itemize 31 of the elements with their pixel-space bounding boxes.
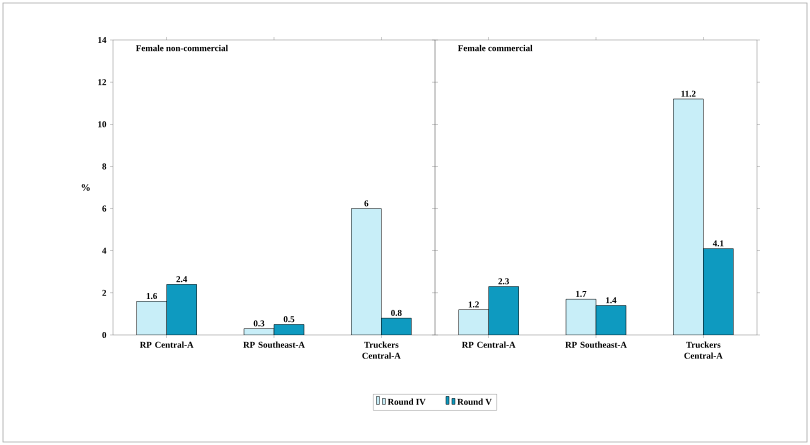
x-tick-label: Truckers Central-A — [684, 342, 723, 359]
x-tick-label: RP Central-A — [140, 342, 194, 348]
data-label: 1.7 — [576, 290, 586, 297]
y-tick-label: 12 — [98, 79, 106, 86]
data-label: 6 — [364, 200, 368, 206]
y-tick-label: 6 — [102, 206, 106, 212]
chart-title: Female commercial — [458, 44, 532, 52]
y-tick-label: 14 — [98, 37, 106, 43]
data-label: 1.4 — [606, 297, 616, 304]
data-label: 4.1 — [712, 240, 724, 246]
data-label: 1.6 — [146, 293, 158, 300]
data-label: 2.3 — [498, 278, 509, 284]
x-tick-label: RP Southeast-A — [243, 342, 305, 348]
legend-label: Round V — [457, 398, 492, 405]
y-tick-label: 8 — [102, 163, 106, 170]
data-label: 0.8 — [391, 310, 402, 316]
y-tick-label: 10 — [98, 121, 106, 128]
data-label: 0.3 — [254, 320, 264, 326]
data-label: 0.5 — [284, 316, 294, 322]
data-label: 11.2 — [681, 90, 696, 97]
chart-title: Female non-commercial — [136, 44, 228, 52]
y-tick-label: 4 — [102, 248, 106, 254]
legend-label: Round IV — [388, 398, 426, 405]
x-tick-label: RP Central-A — [462, 342, 516, 348]
y-tick-label: 2 — [102, 290, 106, 296]
x-tick-label: RP Southeast-A — [565, 342, 627, 348]
x-tick-label: Truckers Central-A — [362, 342, 401, 359]
data-label: 1.2 — [468, 301, 479, 308]
data-label: 2.4 — [176, 276, 188, 282]
y-axis-title: % — [82, 184, 90, 191]
y-tick-label: 0 — [102, 332, 106, 338]
